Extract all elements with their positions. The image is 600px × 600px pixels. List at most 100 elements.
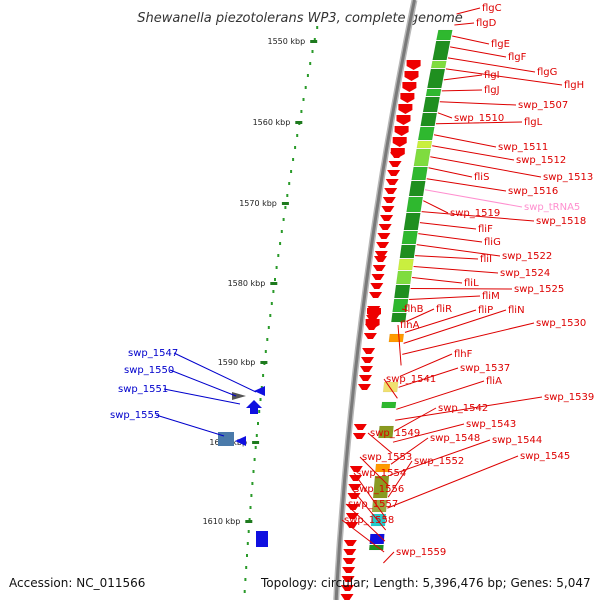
- gene-block: [408, 180, 426, 197]
- leader-line: [450, 46, 507, 58]
- gene-label: swp_1545: [520, 451, 570, 462]
- leader-line: [418, 233, 483, 243]
- map-title: Shewanella piezotolerans WP3, complete g…: [137, 11, 463, 26]
- gc-dot-track: [243, 26, 319, 593]
- leader-line: [402, 322, 535, 355]
- leader-line: [163, 388, 241, 405]
- gene-label: flgH: [564, 80, 584, 91]
- leader-line: [441, 89, 483, 92]
- leader-line: [173, 352, 257, 393]
- leader-line: [359, 456, 390, 487]
- gene-label: swp_1511: [498, 142, 548, 153]
- leader-line: [169, 369, 237, 397]
- gene-label: swp_1543: [466, 419, 516, 430]
- gene-labels: flgC flgD flgE flgF flgG flgH flgI flgJ swp_1507…: [110, 3, 594, 558]
- gene-block: [422, 96, 440, 113]
- gene-label: swp_1553: [362, 452, 412, 463]
- gene-label: swp_1507: [518, 100, 568, 111]
- gene-label: flgC: [482, 3, 502, 14]
- gc-dot: [296, 134, 299, 137]
- gene-arrow: [348, 484, 362, 490]
- tick-mark: [260, 361, 268, 364]
- leader-line: [433, 134, 497, 148]
- gene-label: fliI: [480, 254, 492, 265]
- gene-block: [388, 333, 405, 343]
- genome-backbone: [333, 0, 418, 600]
- gc-dot: [264, 350, 267, 353]
- gene-arrow: [360, 366, 373, 372]
- gene-label: swp_1530: [536, 318, 586, 329]
- leader-line: [393, 407, 437, 432]
- gc-dot: [302, 98, 305, 101]
- leader-line: [387, 455, 519, 509]
- leader-line: [454, 22, 475, 26]
- gc-dot: [267, 326, 270, 329]
- tick-mark: [310, 40, 318, 43]
- gene-arrow: [385, 179, 399, 185]
- leader-line: [345, 503, 386, 542]
- gene-arrow: [365, 319, 380, 329]
- gc-dot: [288, 182, 291, 185]
- gene-label: fliL: [464, 278, 479, 289]
- gene-label: swp_tRNA5: [524, 202, 580, 213]
- leader-line: [396, 380, 485, 410]
- gene-block: [430, 60, 447, 69]
- gene-arrow: [342, 567, 356, 573]
- gene-label: swp_1524: [500, 268, 550, 279]
- gc-dot: [275, 266, 278, 269]
- tick-mark: [281, 202, 289, 205]
- gene-label: swp_1525: [514, 284, 564, 295]
- gene-arrow: [254, 386, 265, 396]
- leader-line: [406, 308, 435, 322]
- gene-arrow: [384, 188, 398, 194]
- topology-text: Topology: circular; Length: 5,396,476 bp…: [260, 576, 591, 590]
- accession-text: Accession: NC_011566: [9, 576, 145, 590]
- tick-mark: [245, 520, 253, 523]
- tick-label: 1590 kbp: [218, 358, 256, 367]
- gene-arrow: [342, 558, 356, 564]
- gc-dot: [244, 578, 247, 581]
- gc-dot: [245, 566, 248, 569]
- leader-line: [404, 309, 477, 333]
- gc-dot: [300, 110, 303, 113]
- gene-label: fliG: [484, 237, 501, 248]
- gene-block: [378, 425, 394, 439]
- tick-label: 1560 kbp: [253, 118, 291, 127]
- gc-dot: [254, 446, 257, 449]
- gene-arrow: [235, 436, 246, 446]
- gc-dot: [249, 506, 252, 509]
- gene-label: swp_1557: [348, 499, 398, 510]
- gene-block: [432, 40, 451, 61]
- gene-block: [416, 140, 433, 149]
- gene-arrow: [346, 504, 360, 510]
- gc-dot: [272, 290, 275, 293]
- leader-line: [383, 378, 398, 399]
- gene-label: flhB: [404, 304, 424, 315]
- gene-label: swp_1558: [344, 515, 394, 526]
- leader-line: [416, 244, 501, 257]
- gene-arrow: [349, 466, 363, 472]
- gene-arrow: [362, 348, 376, 354]
- gene-label: swp_1537: [460, 363, 510, 374]
- gene-label: fliF: [478, 224, 493, 235]
- gene-label: flgJ: [484, 85, 500, 96]
- gene-arrow: [388, 161, 402, 167]
- gc-dot: [286, 194, 289, 197]
- gc-dot: [280, 230, 283, 233]
- leader-line: [351, 488, 387, 531]
- leader-line: [437, 112, 453, 119]
- gc-dot: [282, 218, 285, 221]
- gene-arrow: [374, 256, 387, 262]
- gc-dot: [313, 38, 316, 41]
- leader-line: [383, 551, 395, 564]
- gene-arrow: [340, 594, 354, 600]
- gene-block: [425, 88, 442, 97]
- gene-label: swp_1516: [508, 186, 558, 197]
- gene-label: flgF: [508, 52, 527, 63]
- gene-block: [401, 230, 418, 245]
- gene-arrow: [341, 576, 355, 582]
- gene-arrow: [398, 104, 413, 114]
- gc-dot: [274, 278, 276, 281]
- tick-label: 1570 kbp: [239, 199, 277, 208]
